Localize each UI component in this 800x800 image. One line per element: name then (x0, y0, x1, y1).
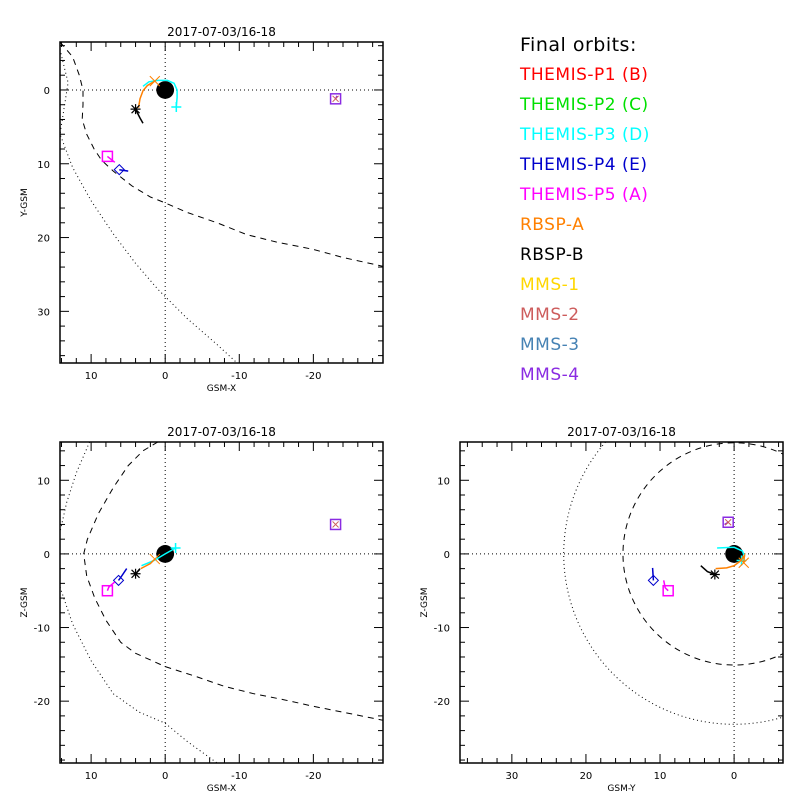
y-tick-label: 0 (444, 550, 450, 561)
orbit-line (137, 80, 156, 108)
orbit-end-marker (722, 516, 734, 528)
y-tick-label: 10 (437, 476, 450, 487)
panel-yz-plane: 2017-07-03/16-18 30 20 10 0 10 0 -10 -20 GSM-Y Z-G… (420, 425, 784, 794)
legend: Final orbits: THEMIS-P1 (B) THEMIS-P2 (C)… (520, 30, 650, 390)
legend-item: MMS-1 (520, 275, 580, 295)
legend-item: THEMIS-P4 (E) (520, 155, 648, 175)
orbit-end-marker (329, 518, 342, 531)
bow-shock-line (60, 49, 238, 363)
orbit-line (715, 552, 746, 570)
panel-xy-plane: 2017-07-03/16-18 10 0 -10 -20 0 10 20 30 GSM-X Y-G… (20, 25, 384, 394)
orbit-line (117, 568, 128, 581)
magnetopause-line (83, 442, 383, 721)
orbit-end-marker (130, 568, 141, 579)
orbit-end-marker (101, 150, 114, 163)
plot-title: 2017-07-03/16-18 (167, 25, 276, 39)
x-tick-label: -20 (305, 771, 321, 782)
bow-shock-lower-line (60, 586, 218, 763)
y-tick-label: 30 (37, 307, 50, 318)
legend-item: THEMIS-P1 (B) (520, 65, 649, 85)
orbit-line (106, 581, 116, 591)
y-tick-label: 0 (44, 550, 50, 561)
legend-item: THEMIS-P5 (A) (520, 185, 649, 205)
orbit-end-marker (171, 101, 182, 112)
x-axis-label: GSM-X (207, 784, 236, 794)
orbit-end-marker (149, 553, 161, 565)
plot-area (60, 42, 383, 363)
x-tick-label: 10 (85, 371, 98, 382)
orbit-line (651, 567, 655, 581)
legend-item: RBSP-A (520, 215, 585, 235)
orbit-line (700, 565, 716, 576)
x-tick-label: 30 (505, 771, 518, 782)
plot-frame (459, 441, 784, 764)
orbit-line (134, 108, 144, 124)
orbit-end-marker (113, 163, 125, 176)
x-tick-label: 10 (654, 771, 667, 782)
orbit-line (106, 155, 116, 163)
y-tick-label: 20 (37, 234, 50, 245)
x-tick-label: 10 (85, 771, 98, 782)
plot-area (460, 442, 783, 763)
legend-item: MMS-3 (520, 335, 580, 355)
bow-shock-line (60, 442, 91, 532)
orbit-end-marker (662, 584, 674, 597)
orbit-end-marker (738, 557, 750, 569)
orbit-end-marker (101, 584, 114, 597)
x-tick-label: -10 (231, 371, 247, 382)
plot-title: 2017-07-03/16-18 (567, 425, 676, 439)
orbit-end-marker (170, 543, 181, 554)
plot-frame (59, 441, 384, 764)
magnetopause-line (60, 42, 383, 267)
x-axis-label: GSM-X (207, 384, 236, 394)
orbit-end-marker (130, 104, 141, 115)
orbit-line (142, 79, 178, 107)
plot-frame (59, 41, 384, 364)
y-tick-label: 10 (37, 160, 50, 171)
x-tick-label: 0 (731, 771, 737, 782)
x-axis-label: GSM-Y (607, 784, 636, 794)
orbit-end-marker (647, 574, 660, 587)
y-tick-label: -20 (434, 697, 450, 708)
legend-item: RBSP-B (520, 245, 585, 265)
y-tick-label: 10 (37, 476, 50, 487)
orbit-end-marker (709, 569, 720, 580)
mms-overlap-marker (332, 95, 339, 103)
orbit-end-marker (149, 75, 161, 87)
y-axis-label: Y-GSM (20, 188, 30, 217)
x-tick-label: 0 (162, 371, 168, 382)
orbit-line (141, 547, 176, 567)
plot-area (60, 442, 383, 763)
x-tick-label: 20 (580, 771, 593, 782)
earth-marker (156, 81, 175, 99)
legend-title: Final orbits: (520, 34, 637, 56)
legend-item: MMS-4 (520, 365, 580, 385)
x-tick-label: -10 (231, 771, 247, 782)
panel-xz-plane: 2017-07-03/16-18 10 0 -10 -20 10 0 -10 -20 GSM-X Z… (20, 425, 384, 794)
y-tick-label: -10 (34, 624, 50, 635)
y-tick-label: -20 (34, 697, 50, 708)
legend-item: MMS-2 (520, 305, 580, 325)
plot-title: 2017-07-03/16-18 (167, 425, 276, 439)
orbit-end-marker (329, 93, 342, 105)
magnetopause-line (622, 442, 783, 666)
y-axis-label: Z-GSM (20, 587, 30, 617)
legend-item: THEMIS-P2 (C) (520, 95, 649, 115)
y-axis-label: Z-GSM (420, 587, 430, 617)
mms-overlap-marker (724, 518, 732, 526)
legend-item: THEMIS-P3 (D) (520, 125, 650, 145)
orbit-line (662, 580, 669, 592)
orbit-end-marker (112, 574, 125, 587)
x-tick-label: 0 (162, 771, 168, 782)
x-tick-label: -20 (305, 371, 321, 382)
y-tick-label: 0 (44, 86, 50, 97)
y-tick-label: -10 (434, 624, 450, 635)
mms-overlap-marker (332, 521, 339, 528)
